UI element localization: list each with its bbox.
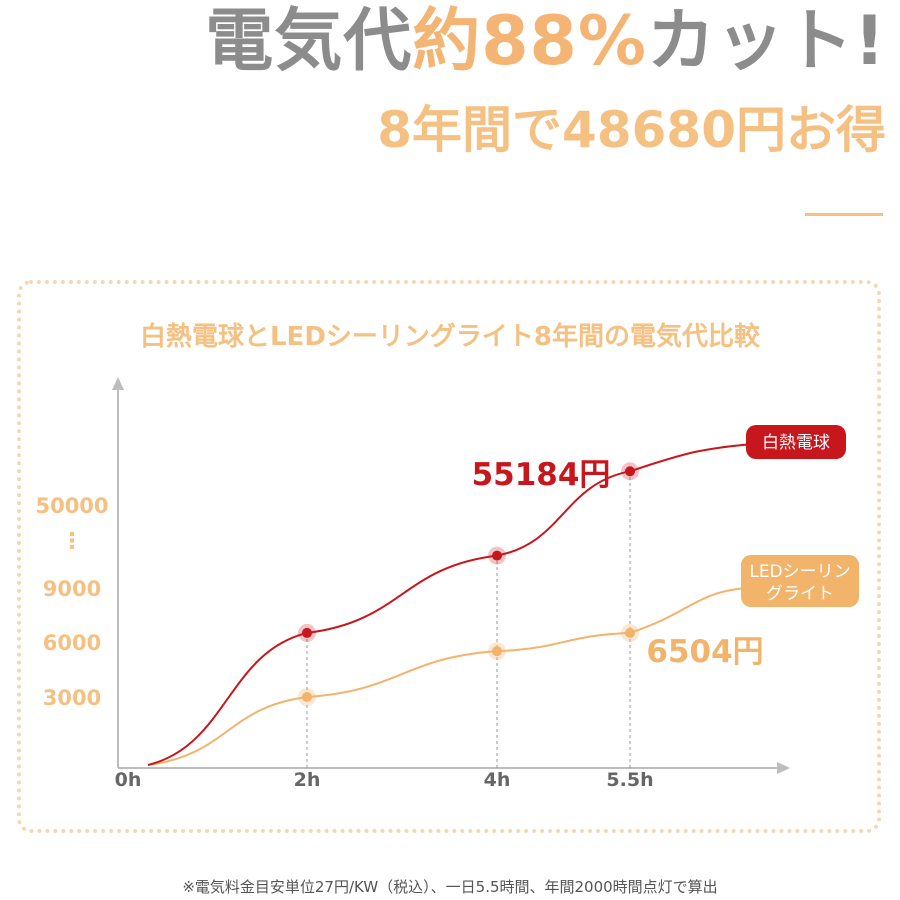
headline-accent: 約88% [412, 2, 647, 81]
data-point-incandescent [302, 627, 312, 638]
subheadline: 8年間で48680円お得 [377, 101, 886, 159]
legend-label-led: LEDシーリングライト [749, 562, 850, 604]
x-tick-label: 4h [484, 769, 511, 791]
annotation-led: 6504円 [646, 634, 763, 670]
headline: 電気代約88%カット! [205, 2, 886, 82]
y-tick-label: 6000 [43, 631, 101, 655]
x-tick-label: 5.5h [606, 769, 653, 791]
accent-rule [805, 213, 883, 216]
footnote: ※電気料金目安単位27円/KW（税込）、一日5.5時間、年間2000時間点灯で算… [182, 878, 718, 896]
data-point-led [492, 646, 502, 657]
headline-part-c: カット! [646, 2, 886, 81]
x-tick-label: 2h [294, 769, 321, 791]
y-tick-label: 50000 [35, 494, 108, 518]
chart-frame [17, 280, 881, 833]
y-axis-arrow-icon [112, 377, 124, 390]
y-tick-label: 9000 [43, 577, 101, 601]
legend-tag-incandescent [746, 425, 846, 459]
x-tick-label: 0h [115, 769, 142, 791]
y-axis-break: ⋮ [61, 529, 83, 554]
legend-label-incandescent: 白熱電球 [762, 433, 830, 453]
data-point-led [302, 692, 312, 702]
annotation-incandescent: 55184円 [472, 457, 611, 493]
legend-tag-led [741, 555, 859, 607]
x-axis-arrow-icon [777, 762, 790, 774]
data-point-incandescent [625, 466, 635, 477]
data-point-incandescent [492, 550, 502, 561]
data-point-led [625, 627, 635, 638]
chart-title: 白熱電球とLEDシーリングライト8年間の電気代比較 [139, 322, 760, 352]
series-line-led [147, 587, 746, 766]
y-tick-label: 3000 [43, 686, 101, 710]
headline-part-a: 電気代 [205, 2, 413, 81]
series-line-incandescent [147, 443, 753, 766]
